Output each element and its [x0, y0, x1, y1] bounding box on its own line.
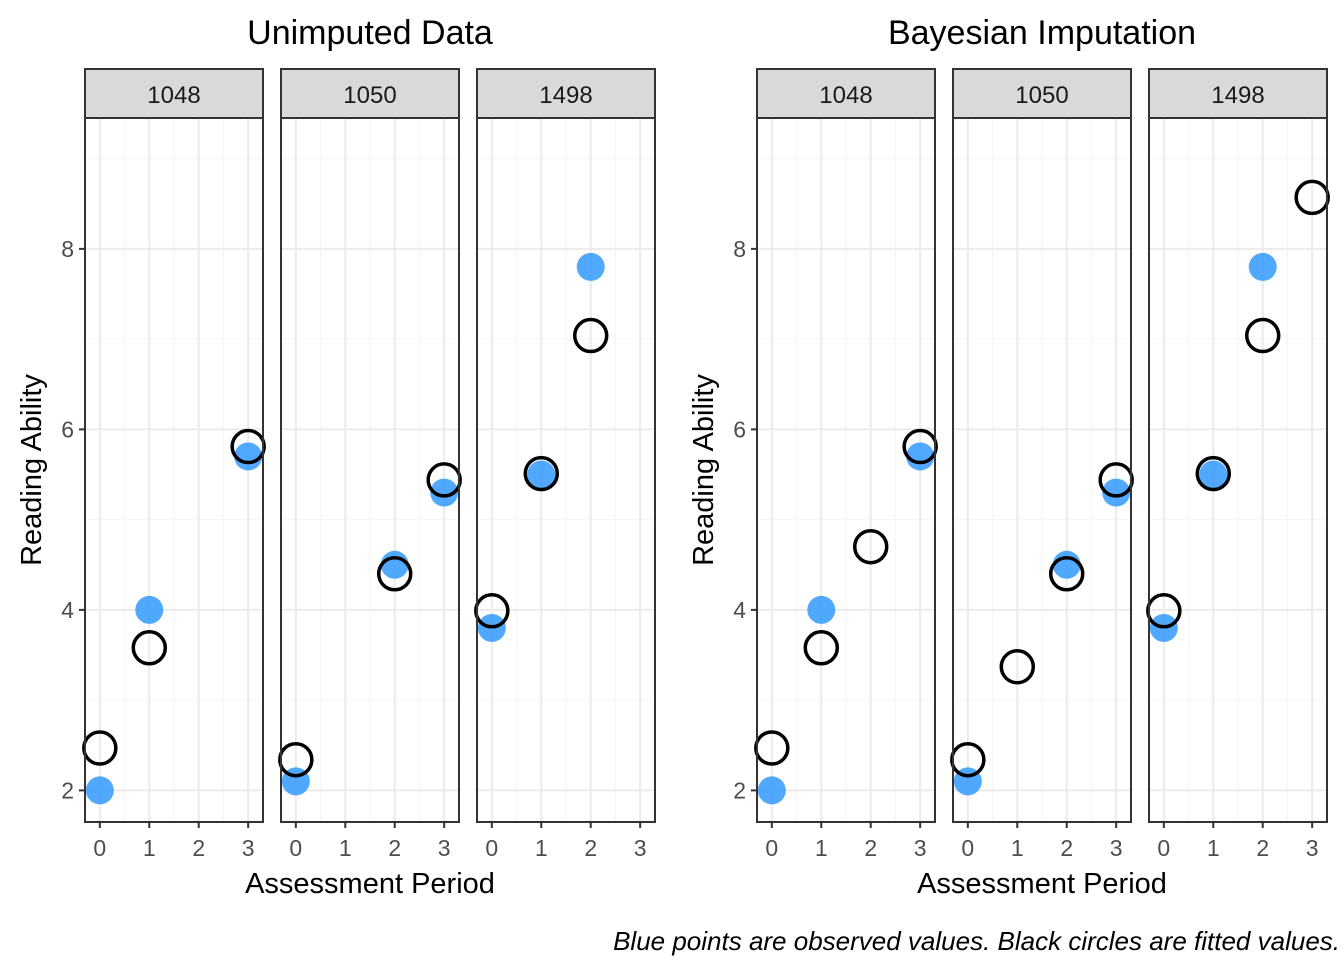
- observed-point: [576, 252, 605, 281]
- fitted-point: [1048, 556, 1085, 592]
- facet-panel-1498: 1498 0 1 2 3: [474, 68, 656, 861]
- x-tick-label: 0: [961, 835, 974, 861]
- fitted-point: [1146, 593, 1182, 629]
- x-tick-label: 3: [242, 835, 255, 861]
- caption: Blue points are observed values. Black c…: [613, 926, 1340, 956]
- x-tick-label: 3: [1110, 835, 1123, 861]
- y-axis-title: Reading Ability: [688, 374, 720, 566]
- x-tick-label: 1: [1011, 835, 1024, 861]
- x-tick-label: 2: [1256, 835, 1269, 861]
- x-tick-label: 1: [1207, 835, 1220, 861]
- chart-unimputed-data: Unimputed Data Reading Ability Assessmen…: [16, 14, 656, 900]
- chart-bayesian-imputation: Bayesian Imputation Reading Ability Asse…: [688, 14, 1330, 900]
- x-tick-label: 2: [192, 835, 205, 861]
- observed-point: [906, 442, 935, 471]
- x-axis-title: Assessment Period: [245, 868, 495, 900]
- x-tick-label: 0: [93, 835, 106, 861]
- facet-panel-1050: 1050 0 1 2 3: [278, 68, 462, 861]
- facet-panel-1048: 1048 0 1 2 3: [754, 68, 938, 861]
- x-tick-label: 1: [815, 835, 828, 861]
- observed-point: [380, 550, 409, 579]
- fitted-point: [999, 649, 1036, 685]
- fitted-point: [278, 741, 314, 778]
- x-tick-label: 3: [1306, 835, 1319, 861]
- x-tick-label: 0: [485, 835, 498, 861]
- fitted-point: [426, 462, 462, 498]
- x-tick-label: 3: [634, 835, 647, 861]
- facet-strip: [756, 68, 936, 119]
- y-tick-label: 2: [61, 777, 74, 803]
- x-tick-label: 0: [765, 835, 778, 861]
- observed-point: [135, 595, 164, 624]
- y-tick-label: 8: [61, 236, 74, 262]
- observed-point: [1199, 460, 1228, 489]
- facet-strip: [476, 68, 656, 119]
- fitted-point: [902, 428, 938, 465]
- fitted-point: [523, 455, 560, 492]
- facet-strip-label: 1050: [343, 82, 396, 109]
- x-tick-label: 0: [1157, 835, 1170, 861]
- fitted-point: [82, 730, 118, 766]
- facet-strip-label: 1498: [1211, 82, 1264, 109]
- fitted-point: [376, 556, 413, 592]
- observed-point: [807, 595, 836, 624]
- facet-panel-1048: 1048 0 1 2 3: [82, 68, 266, 861]
- y-tick-label: 4: [61, 597, 74, 623]
- observed-point: [430, 478, 459, 507]
- facet-strip-label: 1498: [539, 82, 592, 109]
- fitted-point: [1195, 455, 1232, 492]
- x-tick-label: 2: [1060, 835, 1073, 861]
- facet-strip-label: 1050: [1015, 82, 1068, 109]
- observed-point: [1052, 550, 1081, 579]
- fitted-point: [803, 630, 840, 666]
- x-tick-label: 1: [339, 835, 352, 861]
- chart-title: Bayesian Imputation: [888, 14, 1196, 52]
- facet-strip: [280, 68, 460, 119]
- x-tick-label: 3: [914, 835, 927, 861]
- y-tick-label: 2: [733, 777, 746, 803]
- y-tick-label: 6: [733, 416, 746, 442]
- y-tick-label: 8: [733, 236, 746, 262]
- facet-panel-1050: 1050 0 1 2 3: [950, 68, 1134, 861]
- fitted-point: [474, 593, 510, 629]
- facet-strip-label: 1048: [819, 82, 872, 109]
- observed-point: [234, 442, 263, 471]
- facet-panel-1498: 1498 0 1 2 3: [1146, 68, 1330, 861]
- observed-point: [85, 776, 114, 805]
- facet-strip-label: 1048: [147, 82, 200, 109]
- observed-point: [1102, 478, 1131, 507]
- chart-title: Unimputed Data: [247, 14, 493, 52]
- x-axis-title: Assessment Period: [917, 868, 1167, 900]
- fitted-point: [230, 428, 266, 465]
- x-tick-label: 0: [289, 835, 302, 861]
- fitted-point: [852, 528, 889, 565]
- x-tick-label: 2: [584, 835, 597, 861]
- x-tick-label: 3: [438, 835, 451, 861]
- fitted-point: [1244, 317, 1281, 354]
- observed-point: [527, 460, 556, 489]
- x-tick-label: 1: [143, 835, 156, 861]
- facet-strip: [1148, 68, 1328, 119]
- x-tick-label: 2: [388, 835, 401, 861]
- fitted-point: [950, 741, 986, 778]
- facet-strip: [952, 68, 1132, 119]
- facet-strip: [84, 68, 264, 119]
- y-tick-label: 4: [733, 597, 746, 623]
- x-tick-label: 1: [535, 835, 548, 861]
- observed-point: [1248, 252, 1277, 281]
- fitted-point: [1098, 462, 1134, 498]
- y-axis-title: Reading Ability: [16, 374, 48, 566]
- fitted-point: [1294, 179, 1330, 216]
- fitted-point: [572, 317, 609, 354]
- x-tick-label: 2: [864, 835, 877, 861]
- observed-point: [757, 776, 786, 805]
- fitted-point: [131, 630, 168, 666]
- y-tick-label: 6: [61, 416, 74, 442]
- fitted-point: [754, 730, 790, 766]
